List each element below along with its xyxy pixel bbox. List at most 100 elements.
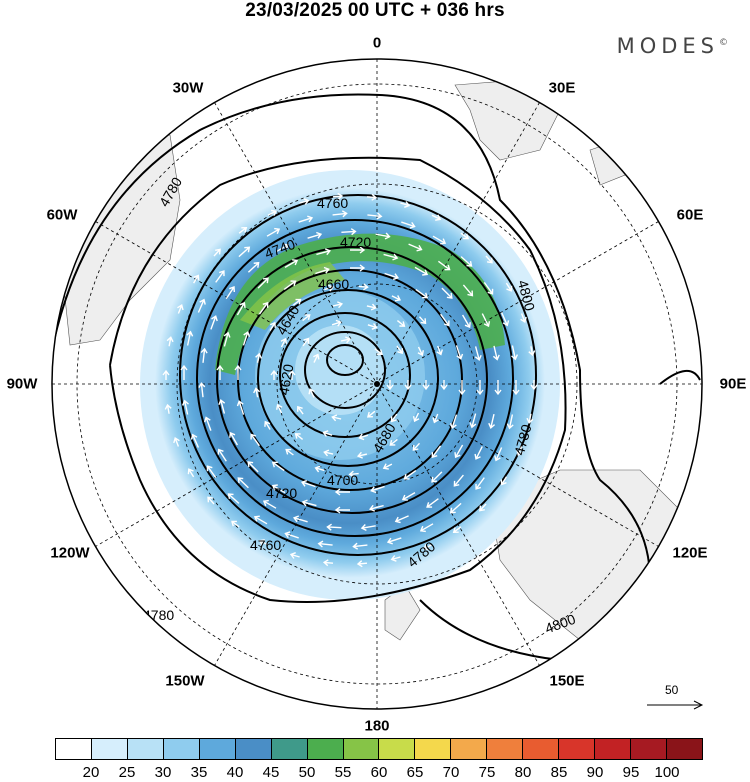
wind-vector xyxy=(384,272,400,281)
colorbar-segment xyxy=(631,739,667,759)
colorbar-tick-label: 40 xyxy=(226,764,244,781)
wind-vector xyxy=(227,493,240,504)
colorbar-segment xyxy=(307,739,344,759)
wind-vector xyxy=(298,215,314,223)
wind-vector xyxy=(173,437,180,447)
wind-vector xyxy=(403,470,417,480)
wind-vector xyxy=(417,346,424,357)
wind-vector xyxy=(367,212,383,220)
colorbar-tick-label: 100 xyxy=(654,764,680,781)
wind-vector xyxy=(481,313,491,328)
colorbar-tick-label: 50 xyxy=(298,764,316,781)
wind-vector xyxy=(250,433,260,447)
wind-vector xyxy=(284,259,299,269)
colorbar-segment xyxy=(559,739,596,759)
contour-label: 4760 xyxy=(250,537,281,553)
lon-label-30w: 30W xyxy=(172,79,204,97)
wind-vector xyxy=(401,221,416,229)
wind-vector xyxy=(300,479,316,488)
colorbar-segment xyxy=(595,739,631,759)
wind-vector xyxy=(441,287,453,299)
wind-vector xyxy=(215,270,225,283)
wind-vector xyxy=(391,295,402,302)
wind-vector xyxy=(322,559,334,567)
wind-vector xyxy=(292,515,308,523)
lon-label-150w: 150W xyxy=(165,672,205,690)
wind-vector xyxy=(288,369,296,380)
wind-vector xyxy=(432,235,447,245)
wind-vector xyxy=(267,209,278,217)
wind-vector xyxy=(494,380,502,396)
wind-vector xyxy=(512,380,520,396)
wind-vector xyxy=(322,430,333,437)
wind-vector xyxy=(299,198,310,205)
wind-vector xyxy=(255,352,263,363)
wind-vector xyxy=(474,346,482,362)
wind-vector xyxy=(520,313,527,323)
wind-vector xyxy=(258,301,269,315)
lon-label-180: 180 xyxy=(364,717,390,735)
wind-vector xyxy=(431,445,442,459)
wind-vector xyxy=(404,380,412,391)
colorbar-segment xyxy=(127,739,164,759)
wind-vector xyxy=(414,266,429,276)
map-border xyxy=(51,58,703,710)
wind-vector xyxy=(332,210,348,218)
colorbar-tick-label: 70 xyxy=(442,764,460,781)
brand-text: MODES xyxy=(616,34,719,58)
wind-vector xyxy=(368,504,384,512)
wind-vector xyxy=(236,400,245,415)
wind-vector xyxy=(506,414,514,430)
wind-vector xyxy=(285,448,294,456)
contour-label: 4720 xyxy=(266,485,297,501)
colorbar-segment xyxy=(379,739,416,759)
wind-vector xyxy=(511,345,519,361)
wind-vector xyxy=(301,499,317,507)
wind-vector xyxy=(394,515,409,524)
wind-vector xyxy=(271,484,286,494)
wind-shading xyxy=(140,170,560,600)
lon-label-90e: 90E xyxy=(719,375,747,393)
wind-vector xyxy=(340,336,352,344)
wind-vector xyxy=(483,281,494,295)
wind-vectors xyxy=(162,192,538,568)
wind-vector xyxy=(334,488,350,496)
wind-vector xyxy=(449,414,458,430)
wind-vector xyxy=(390,413,398,423)
wind-vector xyxy=(453,474,464,487)
colorbar-tick-label: 75 xyxy=(478,764,496,781)
colorbar-tick-label: 35 xyxy=(190,764,208,781)
colorbar-tick-label: 20 xyxy=(82,764,100,781)
lon-label-120w: 120W xyxy=(50,544,90,562)
wind-vector xyxy=(276,403,283,414)
wind-vector xyxy=(253,515,268,525)
colorbar-segment xyxy=(487,739,524,759)
wind-vector xyxy=(258,539,269,546)
wind-vector xyxy=(308,388,315,398)
wind-vector xyxy=(454,444,464,459)
wind-vector xyxy=(271,461,285,472)
lon-label-90w: 90W xyxy=(6,375,38,393)
contour-label: 4620 xyxy=(275,363,296,397)
wind-vector xyxy=(528,346,536,357)
contour-label: 4660 xyxy=(318,276,349,292)
wind-vector xyxy=(460,232,470,240)
colorbar xyxy=(55,738,703,760)
wind-vector xyxy=(238,246,251,258)
wind-vector xyxy=(204,416,212,431)
wind-vector xyxy=(386,537,402,545)
wind-vector xyxy=(275,243,290,253)
wind-vector xyxy=(458,380,466,396)
wind-vector xyxy=(280,337,288,348)
colorbar-segment xyxy=(523,739,560,759)
wind-vector xyxy=(230,520,240,528)
colorbar-tick-label: 55 xyxy=(334,764,352,781)
wind-vector xyxy=(247,261,260,273)
colorbar-segment xyxy=(343,739,380,759)
wind-vector xyxy=(516,446,523,456)
wind-vector xyxy=(200,347,208,363)
wind-vector xyxy=(474,446,483,460)
wind-vector xyxy=(186,330,194,346)
wind-vector xyxy=(334,506,350,514)
wind-vector xyxy=(223,331,231,347)
